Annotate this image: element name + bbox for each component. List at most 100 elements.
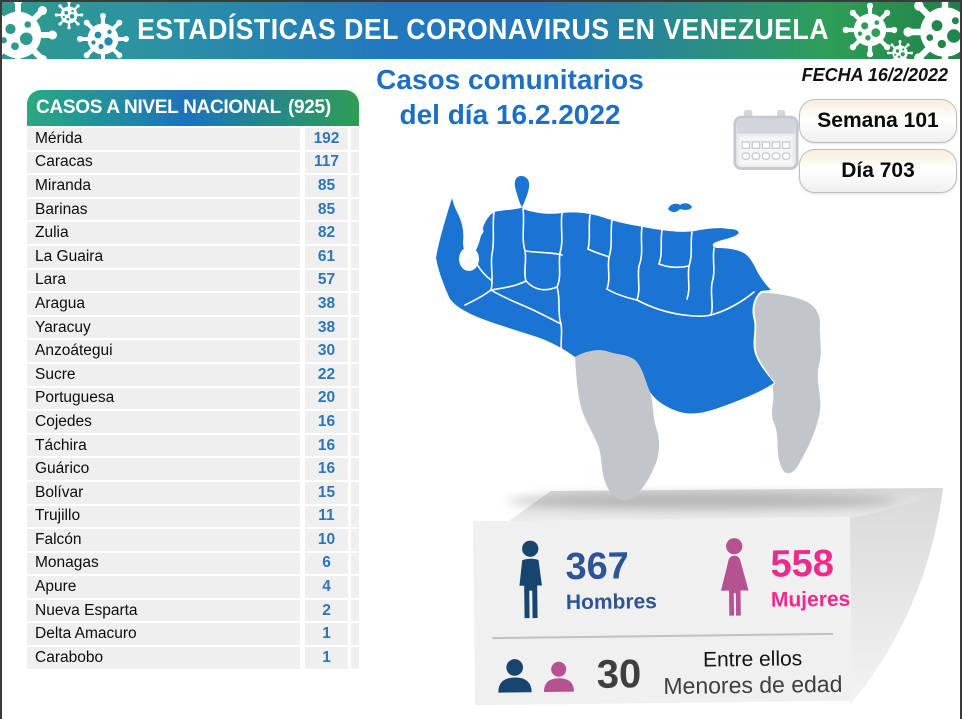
state-name: Sucre bbox=[27, 363, 300, 386]
state-cases: 192 bbox=[305, 128, 348, 150]
table-row: Mérida 192 bbox=[27, 128, 359, 150]
table-end-strip bbox=[351, 529, 359, 551]
state-cases: 85 bbox=[305, 175, 348, 197]
table-row: Lara 57 bbox=[27, 269, 359, 292]
state-name: Delta Amacuro bbox=[27, 623, 300, 646]
calendar-icon bbox=[729, 108, 803, 174]
state-cases: 61 bbox=[305, 245, 348, 268]
state-cases: 16 bbox=[305, 434, 348, 457]
minors-stat: 30 Entre ellos Menores de edad bbox=[474, 635, 852, 702]
table-row: Zulia 82 bbox=[27, 222, 359, 244]
table-end-strip bbox=[351, 505, 359, 528]
table-row: Monagas 6 bbox=[27, 552, 359, 575]
table-end-strip bbox=[351, 599, 359, 622]
state-name: Yaracuy bbox=[27, 316, 300, 339]
men-label: Hombres bbox=[565, 589, 658, 614]
table-row: Trujillo 11 bbox=[27, 505, 359, 528]
virus-icons-right bbox=[832, 2, 962, 59]
women-count: 558 bbox=[770, 542, 835, 586]
state-cases: 82 bbox=[305, 222, 348, 244]
minors-label-top: Entre ellos bbox=[702, 647, 803, 672]
page-title-line1: Casos comunitarios bbox=[376, 64, 644, 95]
map-margarita-island bbox=[668, 203, 692, 212]
table-title: CASOS A NIVEL NACIONAL bbox=[36, 97, 281, 118]
state-name: Apure bbox=[27, 576, 300, 598]
table-row: Yaracuy 38 bbox=[27, 316, 359, 339]
state-cases: 22 bbox=[305, 363, 348, 386]
week-badge: Semana 101 bbox=[799, 99, 957, 143]
state-cases: 10 bbox=[305, 529, 348, 551]
table-row: Nueva Esparta 2 bbox=[27, 599, 359, 622]
table-row: Portuguesa 20 bbox=[27, 387, 359, 410]
state-cases: 30 bbox=[305, 340, 348, 362]
lake-maracaibo bbox=[459, 227, 484, 271]
table-end-strip bbox=[351, 198, 359, 221]
table-row: Delta Amacuro 1 bbox=[27, 623, 359, 646]
minors-busts bbox=[495, 658, 577, 693]
state-name: Aragua bbox=[27, 293, 300, 315]
table-end-strip bbox=[351, 151, 359, 174]
minors-count: 30 bbox=[596, 652, 642, 698]
man-icon bbox=[519, 540, 542, 619]
state-name: Caracas bbox=[27, 151, 300, 174]
table-row: Sucre 22 bbox=[27, 363, 359, 386]
women-label: Mujeres bbox=[770, 587, 851, 612]
table-end-strip bbox=[351, 434, 359, 457]
page-title-line2: del día 16.2.2022 bbox=[399, 99, 621, 130]
table-end-strip bbox=[351, 269, 359, 292]
state-name: La Guaira bbox=[27, 245, 300, 268]
table-end-strip bbox=[351, 340, 359, 362]
table-header: CASOS A NIVEL NACIONAL (925) bbox=[27, 90, 359, 126]
state-name: Táchira bbox=[27, 434, 300, 457]
table-end-strip bbox=[351, 245, 359, 268]
table-end-strip bbox=[351, 293, 359, 315]
state-cases: 85 bbox=[305, 198, 348, 221]
state-name: Trujillo bbox=[27, 505, 300, 528]
table-row: Carabobo 1 bbox=[27, 647, 359, 669]
table-row: La Guaira 61 bbox=[27, 245, 359, 268]
table-end-strip bbox=[351, 222, 359, 244]
women-stat: 558 Mujeres bbox=[712, 537, 850, 619]
state-name: Barinas bbox=[27, 198, 300, 221]
state-cases: 6 bbox=[305, 552, 348, 575]
map-country-blue bbox=[436, 176, 774, 414]
table-end-strip bbox=[351, 623, 359, 646]
minors-label-bottom: Menores de edad bbox=[663, 670, 843, 700]
state-name: Lara bbox=[27, 269, 300, 292]
table-end-strip bbox=[351, 128, 359, 150]
table-end-strip bbox=[351, 316, 359, 339]
table-row: Barinas 85 bbox=[27, 198, 359, 221]
table-total: (925) bbox=[288, 97, 331, 118]
platform-swoosh bbox=[850, 488, 943, 705]
table-row: Cojedes 16 bbox=[27, 411, 359, 433]
state-cases: 38 bbox=[305, 316, 348, 339]
banner: ESTADÍSTICAS DEL CORONAVIRUS EN VENEZUEL… bbox=[2, 2, 962, 59]
cases-table: CASOS A NIVEL NACIONAL (925) Mérida 192 Ca… bbox=[27, 90, 359, 669]
table-body: Mérida 192 Caracas 117 Miranda 85 Barinas 85 Zul… bbox=[27, 128, 359, 669]
state-cases: 4 bbox=[305, 576, 348, 598]
state-borders bbox=[464, 208, 755, 357]
state-cases: 11 bbox=[305, 505, 348, 528]
state-cases: 57 bbox=[305, 269, 348, 292]
page-title: Casos comunitarios del día 16.2.2022 bbox=[360, 62, 660, 132]
table-row: Táchira 16 bbox=[27, 434, 359, 457]
men-stat: 367 Hombres bbox=[509, 539, 657, 621]
table-end-strip bbox=[351, 175, 359, 197]
table-row: Anzoátegui 30 bbox=[27, 340, 359, 362]
state-cases: 16 bbox=[305, 458, 348, 480]
table-row: Falcón 10 bbox=[27, 529, 359, 551]
panel-shadow bbox=[507, 493, 897, 509]
state-name: Falcón bbox=[27, 529, 300, 551]
table-row: Aragua 38 bbox=[27, 293, 359, 315]
state-cases: 38 bbox=[305, 293, 348, 315]
table-end-strip bbox=[351, 363, 359, 386]
gender-stats-row: 367 Hombres 558 Mujeres bbox=[473, 517, 851, 634]
state-cases: 20 bbox=[305, 387, 348, 410]
table-end-strip bbox=[351, 387, 359, 410]
banner-title: ESTADÍSTICAS DEL CORONAVIRUS EN VENEZUEL… bbox=[137, 13, 829, 46]
state-name: Guárico bbox=[27, 458, 300, 480]
woman-icon bbox=[721, 538, 749, 616]
map-region-gray-south bbox=[575, 350, 660, 501]
men-count: 367 bbox=[565, 544, 630, 588]
